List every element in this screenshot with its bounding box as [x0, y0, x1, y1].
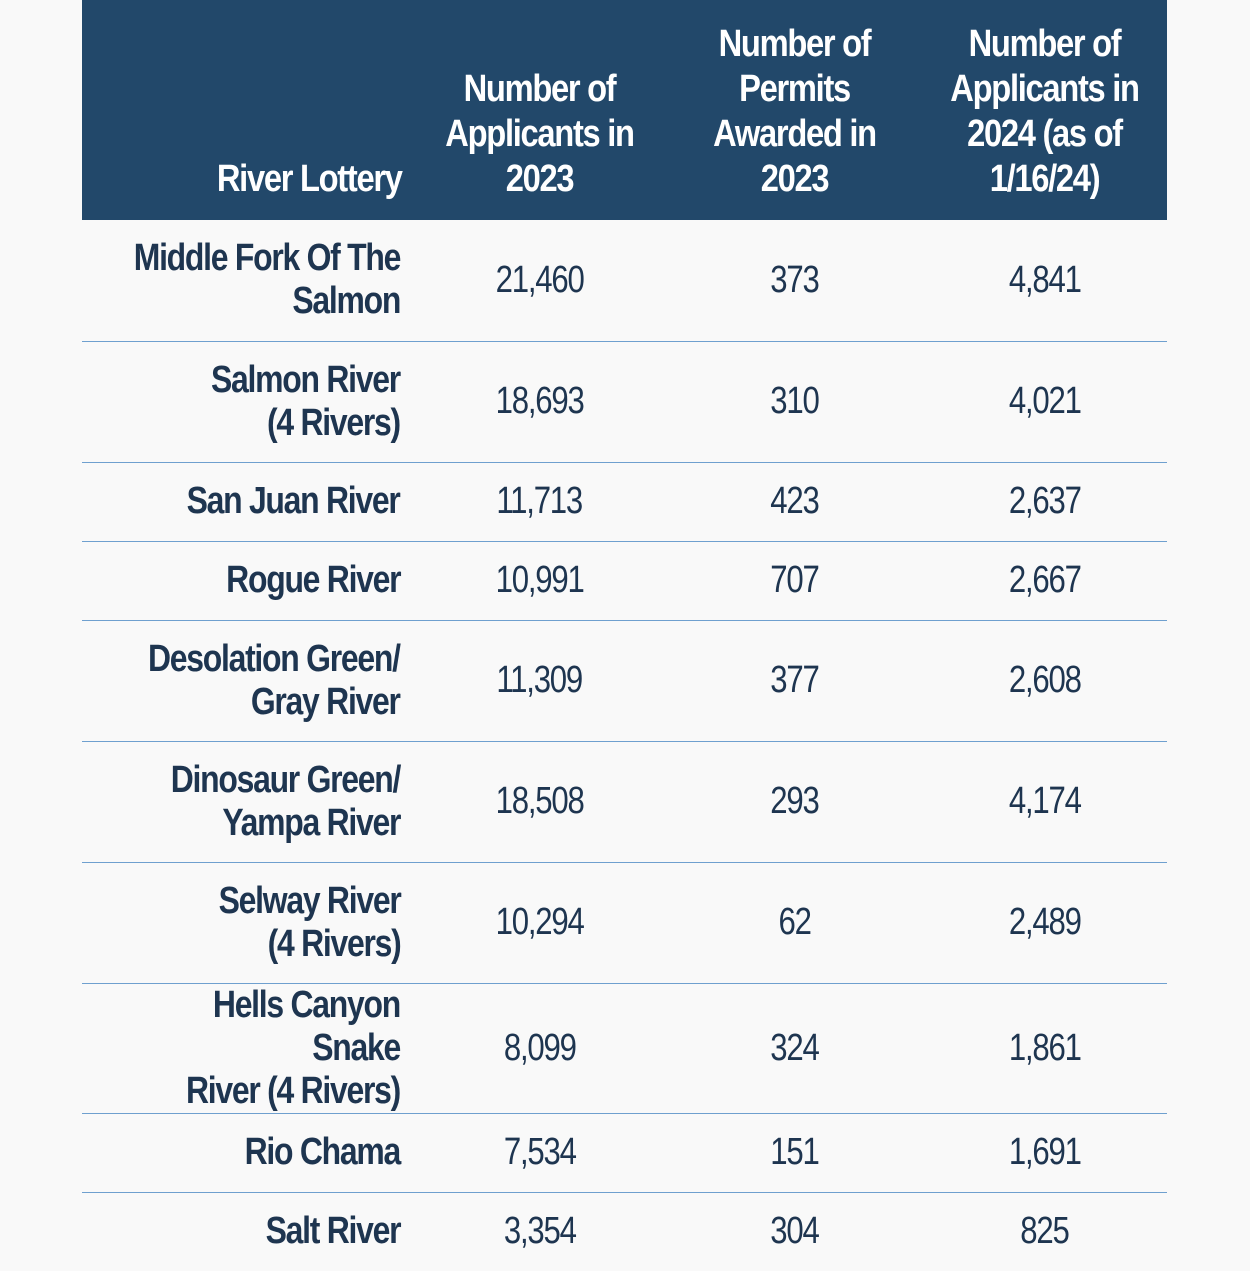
river-name: Middle Fork Of The Salmon	[133, 237, 402, 323]
header-permits-awarded-2023: Number of Permits Awarded in 2023	[713, 23, 877, 200]
applicants-2024-cell: 1,691	[1008, 1131, 1082, 1173]
river-lottery-table-container: River Lottery Number of Applicants in 20…	[82, 0, 1167, 1271]
river-name: Hells Canyon Snake River (4 Rivers)	[185, 983, 401, 1112]
river-name: San Juan River	[187, 480, 401, 522]
applicants-2023-cell: 18,508	[495, 780, 585, 822]
table-row: Dinosaur Green/ Yampa River 18,508 293 4…	[82, 741, 1167, 862]
applicants-2023-cell: 7,534	[503, 1131, 577, 1173]
permits-2023-cell: 377	[770, 659, 820, 701]
applicants-2024-cell: 1,861	[1008, 1026, 1082, 1069]
applicants-2024-cell: 2,637	[1008, 480, 1082, 522]
river-name: Salt River	[265, 1210, 401, 1253]
table-row: Middle Fork Of The Salmon 21,460 373 4,8…	[82, 220, 1167, 341]
table-row: Selway River (4 Rivers) 10,294 62 2,489	[82, 862, 1167, 983]
permits-2023-cell: 62	[778, 901, 811, 943]
table-row: Hells Canyon Snake River (4 Rivers) 8,09…	[82, 983, 1167, 1113]
table-row: San Juan River 11,713 423 2,637	[82, 462, 1167, 541]
applicants-2023-cell: 8,099	[503, 1026, 577, 1069]
permits-2023-cell: 707	[770, 559, 820, 601]
permits-2023-cell: 373	[770, 258, 820, 301]
river-lottery-table: River Lottery Number of Applicants in 20…	[82, 0, 1167, 1271]
river-name: Salmon River (4 Rivers)	[211, 358, 401, 444]
river-name: Selway River (4 Rivers)	[218, 879, 401, 965]
applicants-2023-cell: 10,294	[495, 901, 585, 943]
permits-2023-cell: 324	[770, 1026, 820, 1069]
header-applicants-2023: Number of Applicants in 2023	[445, 68, 635, 200]
applicants-2024-cell: 2,608	[1008, 659, 1082, 701]
table-header: River Lottery Number of Applicants in 20…	[82, 0, 1167, 220]
table-row: Desolation Green/ Gray River 11,309 377 …	[82, 620, 1167, 741]
permits-2023-cell: 151	[770, 1131, 820, 1173]
table-body: Middle Fork Of The Salmon 21,460 373 4,8…	[82, 220, 1167, 1271]
applicants-2024-cell: 4,174	[1008, 780, 1082, 822]
table-row: Salmon River (4 Rivers) 18,693 310 4,021	[82, 341, 1167, 462]
river-name: Rio Chama	[244, 1131, 402, 1173]
table-row: Rio Chama 7,534 151 1,691	[82, 1113, 1167, 1192]
applicants-2023-cell: 11,713	[496, 480, 584, 522]
permits-2023-cell: 423	[770, 480, 820, 522]
applicants-2023-cell: 18,693	[495, 380, 585, 422]
river-name: Desolation Green/ Gray River	[148, 637, 401, 723]
applicants-2024-cell: 4,021	[1008, 380, 1082, 422]
river-name: Dinosaur Green/ Yampa River	[170, 758, 402, 844]
permits-2023-cell: 310	[770, 380, 820, 422]
header-row: River Lottery Number of Applicants in 20…	[82, 0, 1167, 220]
applicants-2023-cell: 11,309	[496, 659, 584, 701]
header-applicants-2024: Number of Applicants in 2024 (as of 1/16…	[950, 23, 1140, 200]
table-row: Rogue River 10,991 707 2,667	[82, 541, 1167, 620]
permits-2023-cell: 293	[770, 780, 820, 822]
permits-2023-cell: 304	[770, 1210, 820, 1253]
river-name: Rogue River	[225, 559, 401, 601]
applicants-2024-cell: 4,841	[1008, 258, 1082, 301]
applicants-2024-cell: 2,667	[1008, 559, 1082, 601]
header-river-lottery: River Lottery	[216, 158, 403, 200]
applicants-2023-cell: 21,460	[495, 258, 585, 301]
applicants-2024-cell: 825	[1020, 1210, 1070, 1253]
applicants-2023-cell: 3,354	[503, 1210, 577, 1253]
applicants-2023-cell: 10,991	[495, 559, 585, 601]
table-row: Salt River 3,354 304 825	[82, 1192, 1167, 1271]
applicants-2024-cell: 2,489	[1008, 901, 1082, 943]
